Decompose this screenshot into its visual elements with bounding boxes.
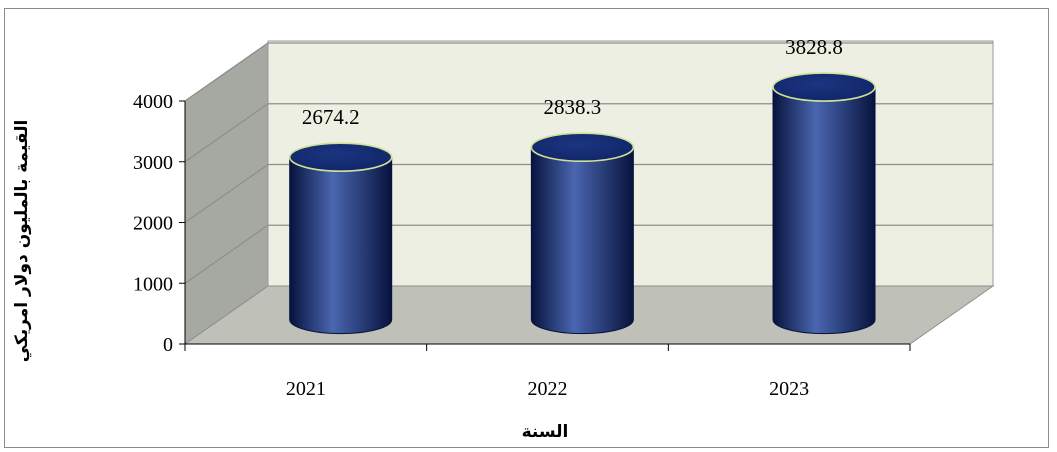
gridline [184, 163, 993, 224]
bars [288, 72, 876, 335]
y-tick-label: 2000 [133, 213, 173, 235]
bar [530, 132, 635, 335]
bar-body [772, 86, 876, 335]
chart-svg: 0 1000 2000 3000 4000 2021 2022 2023 2674.2 2838… [12, 35, 995, 442]
gridline [184, 224, 993, 284]
gridline [184, 103, 993, 163]
y-axis-title: القيمة بالمليون دولار امريكي [12, 120, 32, 363]
bar-top [288, 142, 393, 172]
bar-body [530, 146, 634, 335]
bar [772, 72, 876, 335]
data-label: 2838.3 [543, 95, 601, 119]
y-tick-label: 1000 [133, 273, 173, 295]
chart-frame: 0 1000 2000 3000 4000 2021 2022 2023 2674.2 2838… [4, 8, 1049, 448]
x-axis-title: السنة [522, 422, 569, 442]
data-label: 3828.8 [785, 35, 843, 59]
gridline [184, 42, 993, 102]
data-label: 2674.2 [302, 105, 360, 129]
y-tick-label: 0 [163, 334, 173, 356]
x-tick-label: 2022 [528, 378, 568, 400]
y-tick-label: 3000 [133, 152, 173, 174]
y-tick-label: 4000 [133, 91, 173, 113]
data-labels: 2674.2 2838.3 3828.8 [302, 35, 843, 129]
axes: 0 1000 2000 3000 4000 2021 2022 2023 [133, 91, 911, 400]
gridlines [184, 42, 993, 284]
bar [288, 142, 393, 335]
x-tick-label: 2023 [769, 378, 809, 400]
bar-top [772, 72, 876, 102]
x-tick-label: 2021 [286, 378, 326, 400]
bar-body [289, 156, 393, 335]
bar-top [530, 132, 635, 163]
